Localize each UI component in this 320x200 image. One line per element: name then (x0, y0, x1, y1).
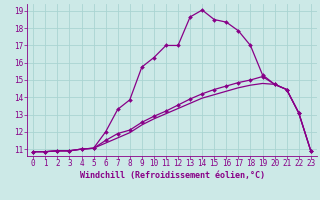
X-axis label: Windchill (Refroidissement éolien,°C): Windchill (Refroidissement éolien,°C) (79, 171, 265, 180)
